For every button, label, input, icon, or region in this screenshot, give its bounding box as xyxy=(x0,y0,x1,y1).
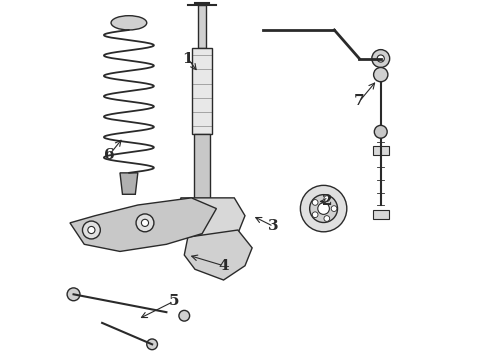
Circle shape xyxy=(373,67,388,82)
Polygon shape xyxy=(70,198,217,251)
Circle shape xyxy=(374,125,387,138)
Polygon shape xyxy=(373,210,389,219)
Text: 4: 4 xyxy=(218,259,229,273)
Circle shape xyxy=(324,216,330,221)
Circle shape xyxy=(179,310,190,321)
Circle shape xyxy=(88,226,95,234)
Text: 1: 1 xyxy=(183,51,193,66)
Text: 2: 2 xyxy=(322,194,332,208)
Circle shape xyxy=(82,221,100,239)
Polygon shape xyxy=(192,48,212,134)
Circle shape xyxy=(300,185,347,232)
Ellipse shape xyxy=(111,16,147,30)
Polygon shape xyxy=(198,5,206,48)
Polygon shape xyxy=(181,198,245,241)
Polygon shape xyxy=(120,173,138,194)
Text: 5: 5 xyxy=(168,294,179,309)
Circle shape xyxy=(312,199,318,205)
Circle shape xyxy=(310,195,338,222)
Polygon shape xyxy=(184,230,252,280)
Circle shape xyxy=(67,288,80,301)
Polygon shape xyxy=(373,146,389,155)
Text: 6: 6 xyxy=(104,148,115,162)
Circle shape xyxy=(136,214,154,232)
Polygon shape xyxy=(194,134,210,198)
Circle shape xyxy=(331,206,337,211)
Circle shape xyxy=(312,212,318,217)
Circle shape xyxy=(324,196,330,202)
Circle shape xyxy=(318,203,329,215)
Text: 3: 3 xyxy=(268,220,279,233)
Circle shape xyxy=(377,55,384,62)
Circle shape xyxy=(372,50,390,67)
Text: 7: 7 xyxy=(354,94,365,108)
Circle shape xyxy=(147,339,157,350)
Circle shape xyxy=(142,219,148,226)
